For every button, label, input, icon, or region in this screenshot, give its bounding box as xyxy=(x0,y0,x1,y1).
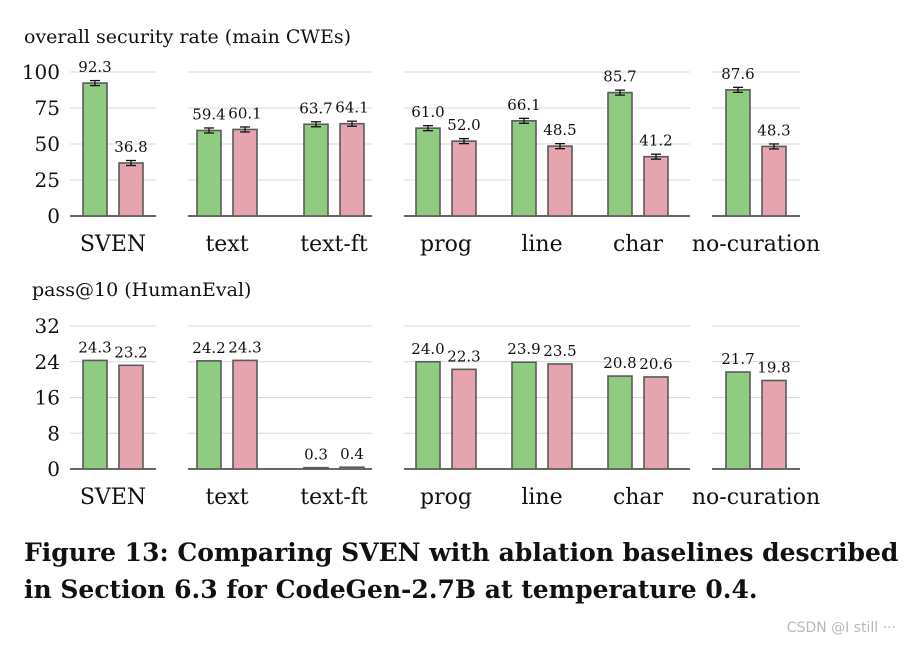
x-category-label: prog xyxy=(420,232,472,257)
x-category-label: char xyxy=(613,485,664,510)
bar-char-pink xyxy=(643,155,669,217)
data-label: 52.0 xyxy=(447,116,480,134)
x-category-label: SVEN xyxy=(80,485,146,510)
bar-text-ft-pink xyxy=(339,466,365,470)
y-tick-label: 8 xyxy=(47,421,60,445)
bar-text-green xyxy=(196,129,222,217)
caption-line-2: in Section 6.3 for CodeGen-2.7B at tempe… xyxy=(24,575,758,604)
x-category-label: text-ft xyxy=(300,232,368,257)
x-category-label: SVEN xyxy=(80,232,146,257)
bar-char-green xyxy=(607,375,633,470)
data-label: 0.3 xyxy=(304,446,328,464)
data-label: 60.1 xyxy=(228,104,261,122)
data-label: 23.2 xyxy=(114,343,147,361)
x-category-label: line xyxy=(521,232,562,257)
data-label: 66.1 xyxy=(507,96,540,114)
bar-text-pink xyxy=(232,128,258,217)
data-label: 24.2 xyxy=(192,339,225,357)
x-category-label: text-ft xyxy=(300,485,368,510)
bar-line-green xyxy=(511,120,537,217)
bar-no-curation-pink xyxy=(761,379,787,470)
y-tick-label: 16 xyxy=(35,386,60,410)
bar-char-pink xyxy=(643,376,669,470)
data-label: 85.7 xyxy=(603,68,636,86)
data-label: 21.7 xyxy=(721,350,754,368)
chart-title-1: overall security rate (main CWEs) xyxy=(24,26,351,48)
bar-SVEN-pink xyxy=(118,162,144,217)
y-tick-label: 25 xyxy=(35,168,60,192)
data-label: 23.5 xyxy=(543,342,576,360)
y-tick-label: 0 xyxy=(47,457,60,481)
x-category-label: prog xyxy=(420,485,472,510)
y-tick-label: 0 xyxy=(47,204,60,228)
data-label: 20.8 xyxy=(603,354,636,372)
bar-SVEN-green xyxy=(82,359,108,470)
figure-caption: Figure 13: Comparing SVEN with ablation … xyxy=(24,534,899,608)
data-label: 19.8 xyxy=(757,359,790,377)
data-label: 63.7 xyxy=(299,99,332,117)
bar-line-pink xyxy=(547,363,573,470)
bar-line-pink xyxy=(547,145,573,217)
data-label: 24.3 xyxy=(78,338,111,356)
x-category-label: text xyxy=(205,232,248,257)
bar-text-ft-green xyxy=(303,466,329,470)
data-label: 24.3 xyxy=(228,338,261,356)
bar-text-ft-green xyxy=(303,123,329,217)
y-tick-label: 32 xyxy=(35,314,60,338)
data-label: 23.9 xyxy=(507,340,540,358)
x-category-label: no-curation xyxy=(692,485,820,510)
bar-SVEN-pink xyxy=(118,364,144,470)
watermark: CSDN @I still ··· xyxy=(786,620,896,636)
bar-prog-green xyxy=(415,127,441,217)
chart-title-2: pass@10 (HumanEval) xyxy=(32,279,251,301)
data-label: 36.8 xyxy=(114,138,147,156)
bar-char-green xyxy=(607,91,633,217)
bar-prog-pink xyxy=(451,368,477,470)
y-tick-label: 75 xyxy=(35,96,60,120)
figure: overall security rate (main CWEs) 0 25 50 75… xyxy=(22,26,820,510)
data-label: 61.0 xyxy=(411,103,444,121)
data-label: 48.5 xyxy=(543,121,576,139)
y-tick-label: 50 xyxy=(35,132,60,156)
data-label: 0.4 xyxy=(340,445,364,463)
data-label: 92.3 xyxy=(78,58,111,76)
x-category-label: no-curation xyxy=(692,232,820,257)
x-category-label: line xyxy=(521,485,562,510)
data-label: 20.6 xyxy=(639,355,672,373)
bar-no-curation-green xyxy=(725,89,751,217)
y-tick-label: 24 xyxy=(35,350,60,374)
x-category-label: char xyxy=(613,232,664,257)
bar-text-pink xyxy=(232,359,258,470)
bar-prog-green xyxy=(415,360,441,470)
data-label: 22.3 xyxy=(447,347,480,365)
data-label: 87.6 xyxy=(721,65,754,83)
data-label: 48.3 xyxy=(757,121,790,139)
data-label: 24.0 xyxy=(411,340,444,358)
bar-line-green xyxy=(511,361,537,470)
caption-line-1: Figure 13: Comparing SVEN with ablation … xyxy=(24,538,899,567)
data-label: 64.1 xyxy=(335,99,368,117)
bar-no-curation-green xyxy=(725,371,751,470)
x-category-label: text xyxy=(205,485,248,510)
bar-text-ft-pink xyxy=(339,122,365,217)
bar-prog-pink xyxy=(451,140,477,217)
bar-SVEN-green xyxy=(82,82,108,217)
bar-no-curation-pink xyxy=(761,145,787,217)
data-label: 41.2 xyxy=(639,132,672,150)
data-label: 59.4 xyxy=(192,105,225,123)
bar-text-green xyxy=(196,360,222,470)
y-tick-label: 100 xyxy=(22,60,60,84)
